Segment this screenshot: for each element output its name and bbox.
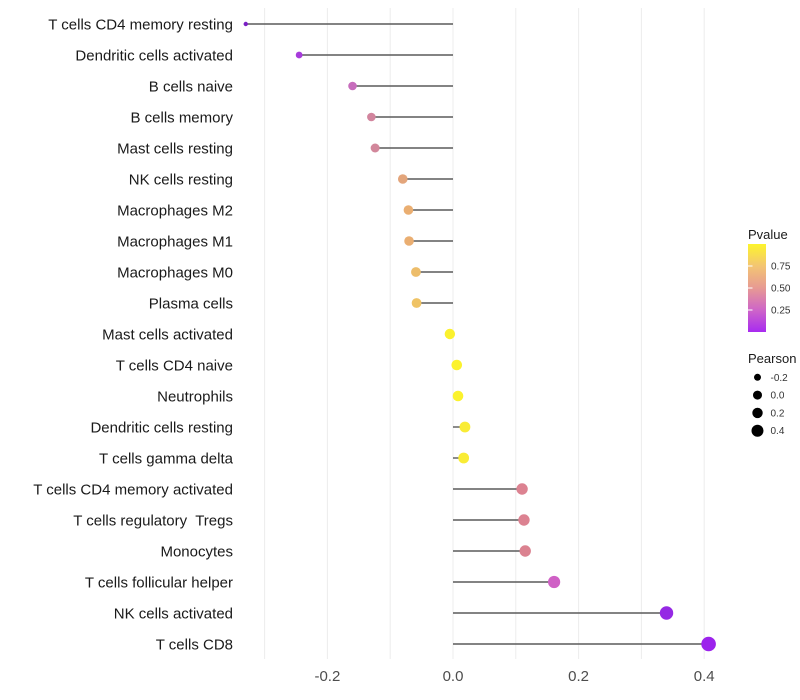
lollipop-point	[518, 514, 530, 526]
lollipop-point	[411, 298, 422, 308]
category-label: NK cells activated	[114, 605, 233, 622]
lollipop-point	[295, 51, 303, 59]
lollipop-point	[659, 606, 674, 620]
category-label: Macrophages M2	[117, 202, 233, 219]
lollipop-point	[459, 421, 471, 433]
category-label: T cells CD4 memory activated	[33, 481, 233, 498]
lollipop-point	[516, 483, 528, 495]
category-label: NK cells resting	[129, 171, 233, 188]
category-label: Macrophages M0	[117, 264, 233, 281]
lollipop-point	[519, 545, 531, 557]
pearson-legend-dot	[753, 390, 762, 400]
category-label: T cells CD4 memory resting	[48, 16, 233, 33]
category-label: T cells gamma delta	[99, 450, 234, 467]
lollipop-point	[348, 81, 357, 91]
pvalue-tick-label: 0.25	[771, 306, 791, 317]
category-label: Mast cells resting	[117, 140, 233, 157]
lollipop-point	[404, 236, 414, 246]
pearson-legend-label: -0.2	[771, 373, 789, 384]
category-label: T cells regulatory Tregs	[73, 512, 233, 529]
pearson-legend-dot	[754, 373, 761, 381]
category-label: B cells memory	[130, 109, 233, 126]
pearson-legend-label: 0.2	[771, 408, 785, 419]
lollipop-point	[367, 112, 376, 122]
category-label: T cells CD8	[156, 636, 233, 653]
category-label: T cells CD4 naive	[116, 357, 233, 374]
lollipop-point	[370, 143, 380, 153]
lollipop-point	[403, 205, 414, 215]
category-label: T cells follicular helper	[85, 574, 233, 591]
lollipop-point	[452, 390, 464, 402]
x-axis-tick-label: 0.0	[443, 668, 464, 685]
category-label: Monocytes	[160, 543, 233, 560]
pearson-legend-label: 0.4	[771, 426, 785, 437]
pearson-legend-dot	[751, 424, 764, 437]
x-axis-tick-label: 0.2	[568, 668, 589, 685]
lollipop-point	[548, 575, 561, 589]
lollipop-point	[451, 359, 463, 371]
lollipop-point	[243, 21, 248, 27]
x-axis-tick-label: -0.2	[314, 668, 340, 685]
category-label: Dendritic cells activated	[75, 47, 233, 64]
pvalue-legend-title: Pvalue	[748, 227, 788, 242]
pearson-legend-dot	[752, 407, 763, 419]
category-label: Mast cells activated	[102, 326, 233, 343]
lollipop-point	[458, 452, 470, 464]
lollipop-point	[444, 328, 456, 340]
pearson-legend-title: Pearson	[748, 351, 796, 366]
pvalue-tick-label: 0.50	[771, 284, 791, 295]
lollipop-point	[411, 267, 421, 277]
lollipop-point	[701, 636, 716, 652]
category-label: Macrophages M1	[117, 233, 233, 250]
pearson-legend-label: 0.0	[771, 391, 785, 402]
lollipop-point	[397, 174, 408, 184]
category-label: Plasma cells	[149, 295, 233, 312]
pvalue-tick-label: 0.75	[771, 262, 791, 273]
category-label: Dendritic cells resting	[90, 419, 233, 436]
x-axis-tick-label: 0.4	[694, 668, 715, 685]
category-label: B cells naive	[149, 78, 233, 95]
category-label: Neutrophils	[157, 388, 233, 405]
